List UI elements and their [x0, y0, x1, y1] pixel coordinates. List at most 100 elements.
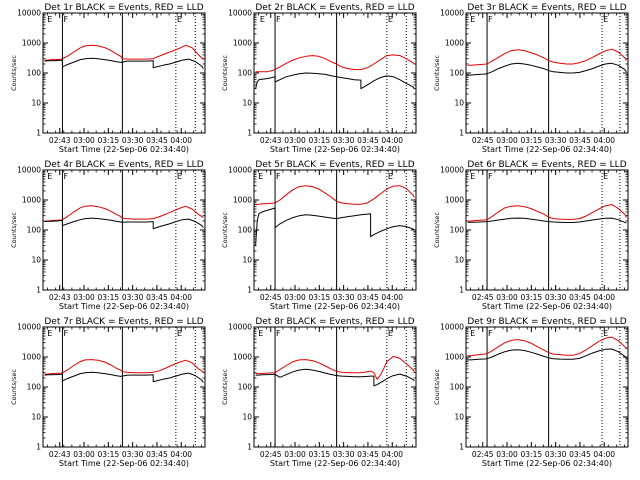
y-tick-label: 1000 [22, 353, 41, 362]
plot-frame [465, 169, 629, 291]
event-marker-label: F [63, 15, 68, 24]
panel-title: Det 3r BLACK = Events, RED = LLD [467, 3, 626, 13]
x-tick-label: 04:00 [593, 293, 615, 302]
events-series-line [467, 348, 627, 361]
y-tick-label: 10 [31, 413, 41, 422]
panel-title: Det 9r BLACK = Events, RED = LLD [467, 317, 626, 327]
plot-frame [42, 12, 206, 134]
plot-frame [42, 326, 206, 448]
x-axis-label: Start Time (22-Sep-06 02:34:40) [270, 459, 400, 468]
y-tick-label: 1000 [22, 196, 41, 205]
x-tick-label: 03:30 [545, 450, 567, 459]
y-tick-label: 10000 [17, 9, 41, 18]
x-tick-label: 03:45 [569, 136, 591, 145]
x-tick-label: 02:43 [260, 136, 282, 145]
event-marker-label: E [260, 15, 265, 24]
x-tick-label: 03:00 [73, 136, 95, 145]
y-tick-label: 1 [36, 443, 41, 452]
y-tick-label: 1 [459, 286, 464, 295]
panel-title: Det 8r BLACK = Events, RED = LLD [255, 317, 414, 327]
event-marker-label: E [258, 172, 263, 181]
y-tick-label: 1000 [233, 353, 252, 362]
y-tick-label: 1 [247, 443, 252, 452]
lld-series-line [44, 359, 204, 375]
event-marker-label: E [470, 15, 475, 24]
y-tick-label: 10000 [228, 166, 252, 175]
x-tick-label: 02:45 [472, 293, 494, 302]
y-tick-label: 100 [450, 69, 465, 78]
y-tick-label: 1000 [445, 39, 464, 48]
y-tick-label: 1 [459, 443, 464, 452]
x-axis-label: Start Time (22-Sep-06 02:34:40) [482, 302, 612, 311]
x-tick-label: 03:30 [545, 136, 567, 145]
x-tick-label: 03:45 [146, 293, 168, 302]
lld-series-line [255, 54, 415, 73]
events-series-line [467, 217, 627, 224]
y-tick-label: 1000 [445, 353, 464, 362]
x-tick-label: 03:30 [333, 293, 355, 302]
plot-frame [253, 12, 417, 134]
y-axis-label: Counts/sec [221, 55, 229, 91]
x-tick-label: 03:00 [73, 450, 95, 459]
x-tick-label: 03:30 [122, 450, 144, 459]
x-tick-label: 03:45 [357, 450, 379, 459]
x-tick-label: 03:00 [496, 293, 518, 302]
x-tick-label: 02:45 [260, 450, 282, 459]
panel-title: Det 1r BLACK = Events, RED = LLD [44, 3, 203, 13]
x-axis-label: Start Time (22-Sep-06 02:34:40) [482, 459, 612, 468]
y-axis-label: Counts/sec [221, 369, 229, 405]
event-marker-label: F [63, 329, 68, 338]
x-tick-label: 03:00 [496, 450, 518, 459]
lld-series-line [44, 205, 204, 222]
chart-panel-5: Det 5r BLACK = Events, RED = LLD 1 10 100 10… [221, 160, 417, 311]
x-tick-label: 04:00 [593, 136, 615, 145]
event-marker-label: E [603, 329, 608, 338]
event-marker-label: E [177, 329, 182, 338]
event-marker-label: E [388, 329, 393, 338]
x-tick-label: 03:15 [521, 293, 543, 302]
events-series-line [255, 368, 415, 387]
y-tick-label: 10 [454, 99, 464, 108]
y-axis-label: Counts/sec [10, 369, 18, 405]
event-marker-label: E [177, 15, 182, 24]
y-tick-label: 10 [31, 99, 41, 108]
x-tick-label: 02:43 [49, 450, 71, 459]
y-tick-label: 10 [242, 99, 252, 108]
y-tick-label: 10 [454, 413, 464, 422]
events-series-line [255, 207, 415, 246]
events-series-line [255, 72, 415, 90]
chart-panel-8: Det 8r BLACK = Events, RED = LLD 1 10 100 10… [221, 317, 417, 468]
lld-series-line [467, 204, 627, 222]
y-tick-label: 1000 [22, 39, 41, 48]
chart-panel-3: Det 3r BLACK = Events, RED = LLD 1 10 100 10… [433, 3, 629, 154]
x-tick-label: 03:30 [333, 136, 355, 145]
event-marker-label: E [470, 172, 475, 181]
event-marker-label: E [47, 15, 52, 24]
y-axis-label: Counts/sec [433, 369, 441, 405]
y-tick-label: 1 [36, 286, 41, 295]
y-tick-label: 100 [238, 226, 253, 235]
x-tick-label: 03:15 [98, 293, 120, 302]
event-marker-label: E [388, 172, 393, 181]
chart-panel-6: Det 6r BLACK = Events, RED = LLD 1 10 100 10… [433, 160, 629, 311]
x-tick-label: 03:15 [309, 450, 331, 459]
chart-panel-4: Det 4r BLACK = Events, RED = LLD 1 10 100 10… [10, 160, 206, 311]
event-marker-label: E [177, 172, 182, 181]
event-marker-label: F [488, 329, 493, 338]
x-tick-label: 03:00 [73, 293, 95, 302]
plot-frame [465, 326, 629, 448]
event-marker-label: E [47, 329, 52, 338]
y-tick-label: 10000 [17, 323, 41, 332]
event-marker-label: E [258, 329, 263, 338]
y-tick-label: 1000 [445, 196, 464, 205]
y-axis-label: Counts/sec [10, 55, 18, 91]
x-tick-label: 03:15 [521, 450, 543, 459]
x-tick-label: 03:45 [569, 293, 591, 302]
y-axis-label: Counts/sec [433, 212, 441, 248]
x-tick-label: 03:15 [521, 136, 543, 145]
x-tick-label: 04:00 [381, 450, 403, 459]
panel-title: Det 7r BLACK = Events, RED = LLD [44, 317, 203, 327]
x-tick-label: 02:45 [472, 450, 494, 459]
event-marker-label: F [488, 15, 493, 24]
y-tick-label: 10000 [228, 9, 252, 18]
